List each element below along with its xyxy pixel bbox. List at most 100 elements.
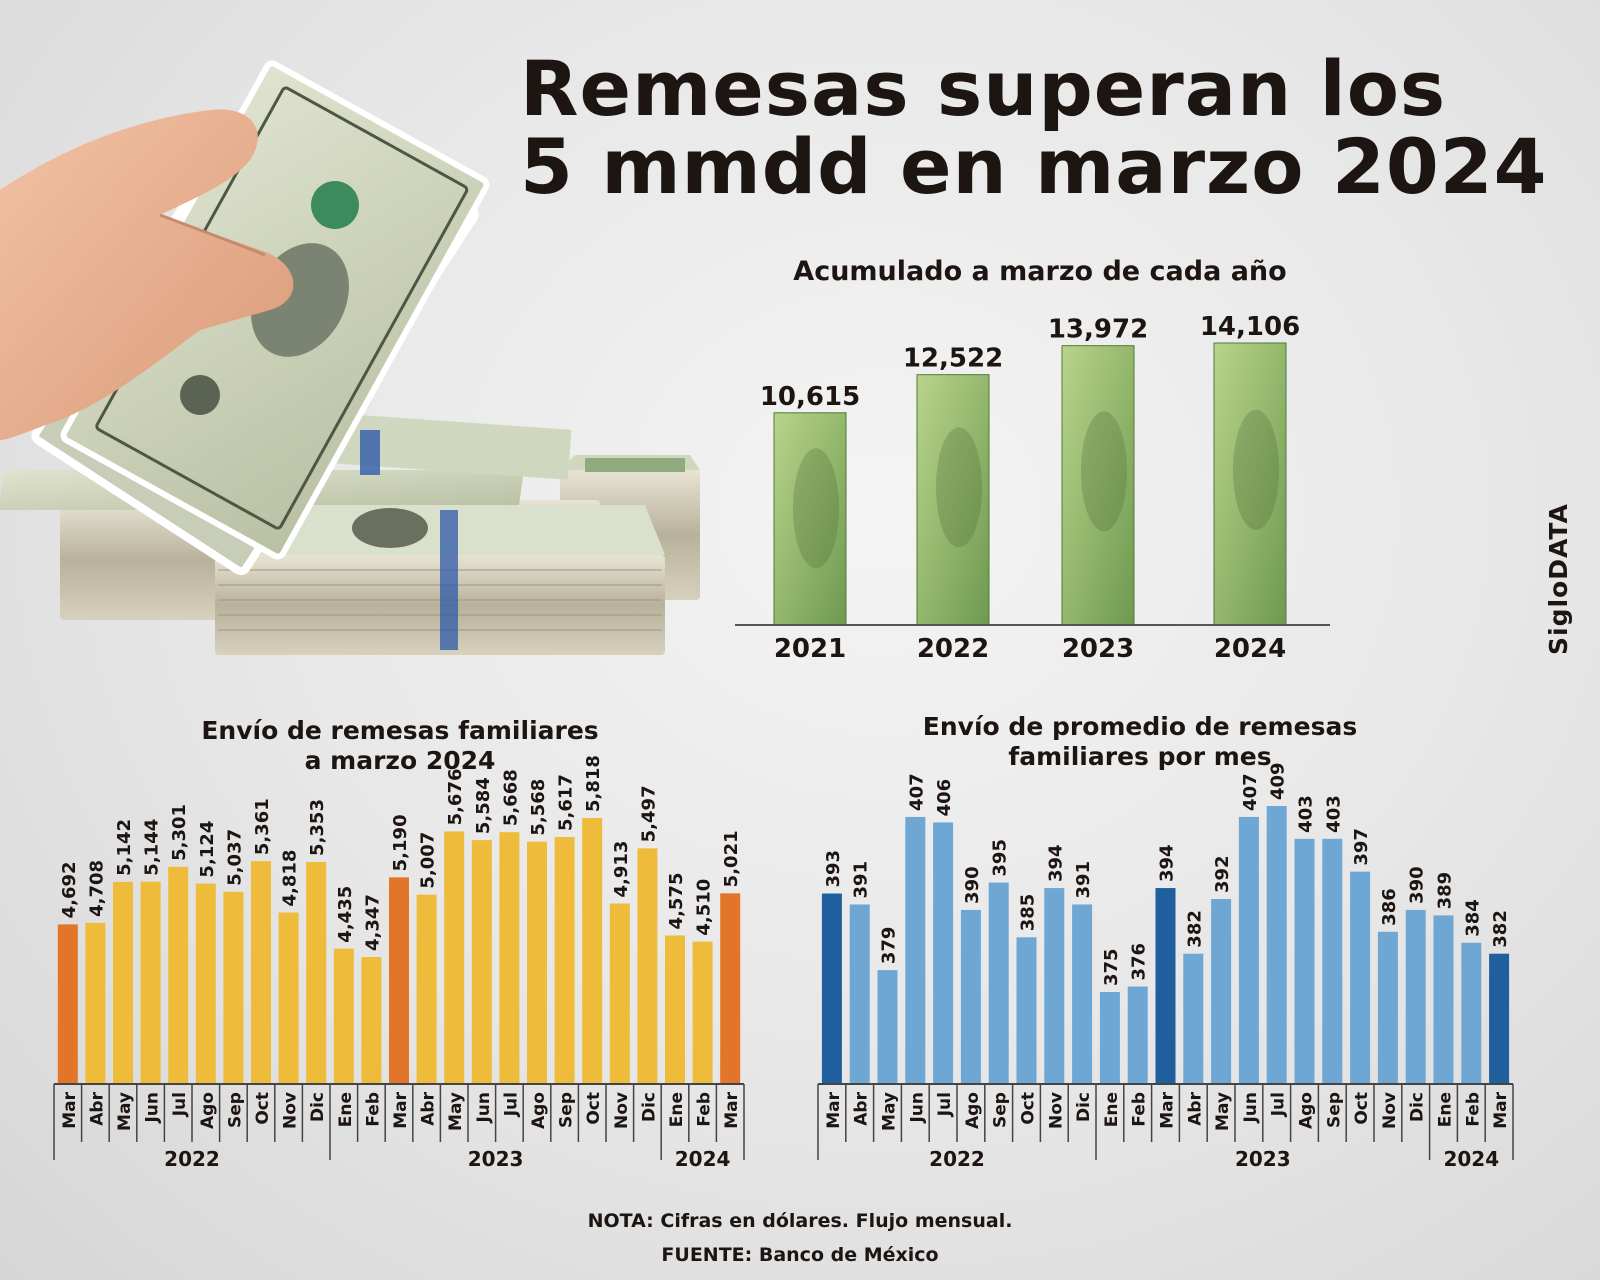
remittance-month-label: Dic — [639, 1092, 659, 1122]
accumulated-year-label: 2023 — [1062, 634, 1134, 664]
remittance-month-label: Nov — [612, 1092, 632, 1129]
remittance-month-label: Abr — [419, 1091, 439, 1125]
average-value-label: 392 — [1212, 855, 1233, 893]
average-title-line-2: familiares por mes — [1008, 742, 1272, 771]
remittance-month-label: May — [115, 1092, 135, 1131]
remittance-value-label: 5,568 — [528, 779, 549, 836]
average-month-label: Oct — [1019, 1092, 1039, 1125]
remittance-month-label: Mar — [391, 1091, 411, 1128]
average-month-label: Sep — [1324, 1092, 1344, 1128]
average-month-label: Mar — [824, 1091, 844, 1128]
remittance-value-label: 4,818 — [280, 850, 301, 907]
average-year-label: 2022 — [929, 1147, 985, 1171]
accumulated-bar-chart: 10,615 2021 12,522 2022 13,972 2023 14,106 2024 — [735, 312, 1330, 664]
average-remittance-bar-chart: 393 Mar 391 Abr 379 May 407 Jun 406 Jul 390 Ago 395 S… — [817, 762, 1514, 1171]
remittance-value-label: 5,144 — [142, 819, 163, 876]
remittance-month-label: Sep — [225, 1092, 245, 1128]
remittance-month-label: Nov — [281, 1092, 301, 1129]
remittance-bar — [195, 883, 216, 1084]
remittance-month-label: Sep — [557, 1092, 577, 1128]
average-value-label: 389 — [1435, 872, 1456, 910]
average-bar — [988, 882, 1009, 1084]
remittance-bar — [582, 818, 603, 1084]
accumulated-bar-2021 — [773, 412, 847, 626]
average-bar — [1044, 888, 1065, 1084]
average-value-label: 386 — [1379, 888, 1400, 926]
remittance-value-label: 5,301 — [169, 804, 190, 861]
accumulated-year-label: 2022 — [917, 634, 989, 664]
average-bar — [1461, 942, 1482, 1084]
remittance-value-label: 5,190 — [390, 814, 411, 871]
remittance-bar — [57, 924, 78, 1084]
average-month-label: Dic — [1074, 1092, 1094, 1122]
average-value-label: 394 — [1157, 844, 1178, 882]
remittance-year-label: 2023 — [468, 1147, 524, 1171]
accumulated-year-label: 2024 — [1214, 634, 1286, 664]
average-value-label: 409 — [1268, 762, 1289, 800]
remittance-month-label: Ago — [529, 1092, 549, 1129]
remittance-month-label: Oct — [253, 1092, 273, 1125]
average-value-label: 382 — [1184, 910, 1205, 948]
remittance-bar — [499, 832, 520, 1084]
average-bar — [1155, 888, 1176, 1084]
accumulated-value-label: 13,972 — [1048, 315, 1148, 345]
remittance-bar — [554, 836, 575, 1084]
remittance-month-label: Dic — [308, 1092, 328, 1122]
average-title-line-1: Envío de promedio de remesas — [922, 712, 1358, 741]
average-bar — [877, 970, 898, 1084]
average-bar — [1489, 953, 1510, 1084]
remittance-month-label: Mar — [722, 1091, 742, 1128]
average-month-label: Nov — [1380, 1092, 1400, 1129]
remittance-bar — [665, 935, 685, 1084]
average-year-label: 2023 — [1235, 1147, 1291, 1171]
remittance-bar — [306, 861, 327, 1084]
remittance-month-label: Mar — [60, 1091, 80, 1128]
remittance-value-label: 5,617 — [556, 774, 577, 831]
average-bar — [821, 893, 842, 1084]
average-month-label: Jul — [935, 1092, 955, 1117]
average-month-label: Jun — [1241, 1092, 1261, 1124]
average-month-label: Sep — [991, 1092, 1011, 1128]
average-bar — [1294, 838, 1315, 1084]
average-value-label: 375 — [1101, 948, 1122, 986]
average-month-label: Dic — [1408, 1092, 1428, 1122]
remittance-value-label: 4,708 — [86, 860, 107, 917]
remittance-month-label: Jul — [501, 1092, 521, 1117]
average-month-label: Feb — [1463, 1092, 1483, 1127]
remittance-bar — [251, 861, 271, 1084]
average-month-label: Mar — [1158, 1091, 1178, 1128]
remittance-bar — [692, 941, 713, 1084]
average-value-label: 391 — [851, 861, 872, 899]
remittance-value-label: 5,584 — [473, 777, 494, 834]
accumulated-bar-2024 — [1213, 342, 1287, 626]
average-month-label: Jul — [1269, 1092, 1289, 1117]
average-bar — [960, 909, 981, 1084]
title-line-1: Remesas superan los — [520, 44, 1447, 133]
average-value-label: 394 — [1045, 844, 1066, 882]
average-bar — [1211, 899, 1232, 1084]
average-value-label: 403 — [1296, 795, 1317, 833]
average-month-label: Oct — [1352, 1092, 1372, 1125]
average-value-label: 379 — [879, 927, 900, 965]
average-month-label: Feb — [1130, 1092, 1150, 1127]
average-value-label: 385 — [1018, 894, 1039, 932]
money-illustration — [0, 60, 700, 655]
remittance-bar — [720, 893, 741, 1084]
remittance-month-label: Jul — [170, 1092, 190, 1117]
remittance-bar — [444, 831, 465, 1084]
remittance-value-label: 5,021 — [721, 830, 742, 887]
remittance-month-label: Jun — [143, 1092, 163, 1124]
monthly-remittances-bar-chart: 4,692 Mar 4,708 Abr 5,142 May 5,144 Jun 5,301 Jul… — [53, 755, 745, 1171]
average-value-label: 390 — [1407, 866, 1428, 904]
money-stack-front — [215, 505, 665, 655]
remittance-month-label: Abr — [87, 1091, 107, 1125]
remittance-bar — [527, 841, 547, 1084]
remittance-bar — [140, 881, 161, 1084]
remittance-value-label: 4,692 — [59, 861, 80, 918]
note-text: NOTA: Cifras en dólares. Flujo mensual. — [587, 1210, 1013, 1232]
average-month-label: Abr — [1185, 1091, 1205, 1125]
monthly-title-line-2: a marzo 2024 — [304, 746, 496, 775]
accumulated-value-label: 10,615 — [760, 382, 860, 412]
accumulated-bar-2022 — [916, 374, 990, 626]
average-bar — [1099, 992, 1120, 1084]
